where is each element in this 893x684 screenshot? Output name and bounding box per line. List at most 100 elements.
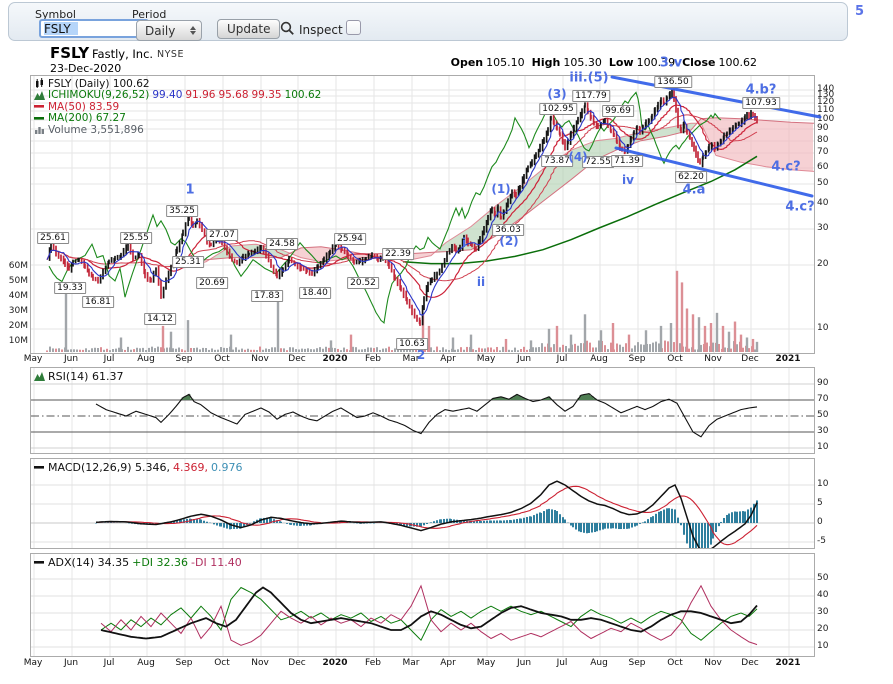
chart-ticker: FSLY: [50, 44, 90, 62]
legend-text: ADX(14) 34.35: [48, 556, 130, 570]
legend-row: FSLY (Daily) 100.62: [34, 78, 321, 90]
x-axis-label: Jul: [556, 658, 568, 668]
legend-text: Volume 3,551,896: [48, 123, 144, 136]
legend-text: -DI 11.40: [191, 556, 242, 570]
rsi-panel[interactable]: [30, 367, 815, 454]
macd-axis-tick: 10: [817, 479, 829, 489]
symbol-input[interactable]: [39, 19, 149, 38]
adx-panel[interactable]: [30, 553, 815, 657]
rsi-axis-tick: 30: [817, 426, 829, 436]
price-flag: 22.39: [382, 248, 414, 260]
update-button[interactable]: Update: [217, 19, 281, 39]
price-chart-panel[interactable]: [30, 75, 815, 354]
legend-row: RSI(14) 61.37: [34, 370, 123, 383]
x-axis-label: Jun: [516, 354, 532, 364]
x-axis-label: May: [23, 354, 43, 364]
elliott-wave-label: (1): [491, 182, 511, 196]
x-axis-label: May: [476, 354, 496, 364]
macd-axis-tick: -5: [817, 536, 826, 546]
elliott-wave-label: (3): [547, 87, 567, 101]
price-flag: 20.69: [196, 277, 228, 289]
adx-axis-tick: 10: [817, 641, 829, 651]
price-flag: 27.07: [206, 229, 238, 241]
page-number[interactable]: 5: [855, 4, 865, 19]
legend-text: 99.35: [251, 89, 282, 102]
legend-row: MA(200) 67.27: [34, 112, 321, 125]
price-axis-tick: 20: [817, 259, 829, 269]
x-axis-label: Sep: [628, 354, 646, 364]
period-select-value: Daily: [145, 23, 176, 38]
x-axis-label: Nov: [251, 354, 269, 364]
x-axis-label: Oct: [214, 658, 230, 668]
price-flag: 20.52: [347, 277, 379, 289]
x-axis-label: Jun: [516, 658, 532, 668]
x-axis-label: Nov: [704, 354, 722, 364]
x-axis-label: Jun: [63, 354, 79, 364]
legend-row: Volume 3,551,896: [34, 124, 321, 136]
macd-panel[interactable]: [30, 458, 815, 549]
elliott-wave-label: 1: [185, 182, 195, 198]
price-flag: 25.94: [334, 233, 366, 245]
price-flag: 107.93: [742, 97, 780, 109]
price-axis-tick: 50: [817, 178, 829, 188]
x-axis-label: Aug: [137, 354, 155, 364]
price-axis-tick: 10: [817, 323, 829, 333]
rsi-axis-tick: 50: [817, 410, 829, 420]
legend-text: 0.976: [211, 461, 243, 475]
x-axis-label: Aug: [590, 354, 608, 364]
x-axis-label: Jun: [63, 658, 79, 668]
x-axis-label: Nov: [704, 658, 722, 668]
x-axis-label: Sep: [175, 354, 193, 364]
macd-axis-tick: 0: [817, 517, 823, 527]
x-axis-label: Jul: [556, 354, 568, 364]
legend-text: 95.68: [218, 89, 249, 102]
search-icon: [280, 21, 294, 35]
elliott-wave-label: 4.c?: [785, 199, 815, 215]
elliott-wave-label: i: [461, 236, 467, 250]
volume-axis-tick: 10M: [8, 336, 28, 346]
x-axis-label: May: [476, 658, 496, 668]
legend-text: 4.369,: [173, 461, 209, 475]
period-select[interactable]: Daily: [136, 20, 202, 41]
price-flag: 19.33: [54, 282, 86, 294]
price-flag: 18.40: [299, 287, 331, 299]
adx-line-icon: [34, 561, 44, 564]
price-flag: 25.55: [120, 232, 152, 244]
x-axis-label: Dec: [741, 658, 759, 668]
x-axis-label: Aug: [137, 658, 155, 668]
rsi-icon: [34, 372, 45, 382]
legend-text: +DI 32.36: [132, 556, 189, 570]
rsi-axis-tick: 10: [817, 442, 829, 452]
price-flag: 14.12: [144, 313, 176, 325]
legend-text: MACD(12,26,9) 5.346,: [48, 461, 171, 475]
price-axis-tick: 120: [817, 97, 835, 107]
ma50-line-icon: [34, 105, 44, 108]
price-axis-tick: 80: [817, 135, 829, 145]
x-axis-label: Dec: [288, 354, 306, 364]
price-flag: 35.25: [166, 205, 198, 217]
x-axis-label: Jul: [103, 354, 115, 364]
price-flag: 24.58: [266, 238, 298, 250]
price-flag: 16.81: [82, 296, 114, 308]
x-axis-label: May: [23, 658, 43, 668]
inspect-checkbox[interactable]: [346, 20, 361, 35]
volume-axis-tick: 20M: [8, 321, 28, 331]
ichimoku-icon: [34, 90, 45, 100]
legend-text: MA(200) 67.27: [48, 112, 126, 125]
price-axis-tick: 110: [817, 105, 835, 115]
volume-axis-tick: 50M: [8, 276, 28, 286]
select-arrows-icon: [186, 23, 199, 38]
macd-axis-tick: 5: [817, 498, 823, 508]
elliott-wave-label: 4.c?: [771, 159, 801, 175]
adx-axis-tick: 30: [817, 607, 829, 617]
elliott-wave-label: 3.v: [659, 55, 683, 71]
rsi-legend: RSI(14) 61.37: [34, 370, 123, 383]
x-axis-label: 2020: [322, 658, 348, 668]
price-axis-tick: 70: [817, 147, 829, 157]
legend-text: MA(50) 83.59: [48, 100, 120, 113]
x-axis-label: Sep: [175, 658, 193, 668]
price-flag: 25.61: [37, 232, 69, 244]
elliott-wave-label: (4): [568, 150, 588, 164]
price-axis-tick: 60: [817, 162, 829, 172]
